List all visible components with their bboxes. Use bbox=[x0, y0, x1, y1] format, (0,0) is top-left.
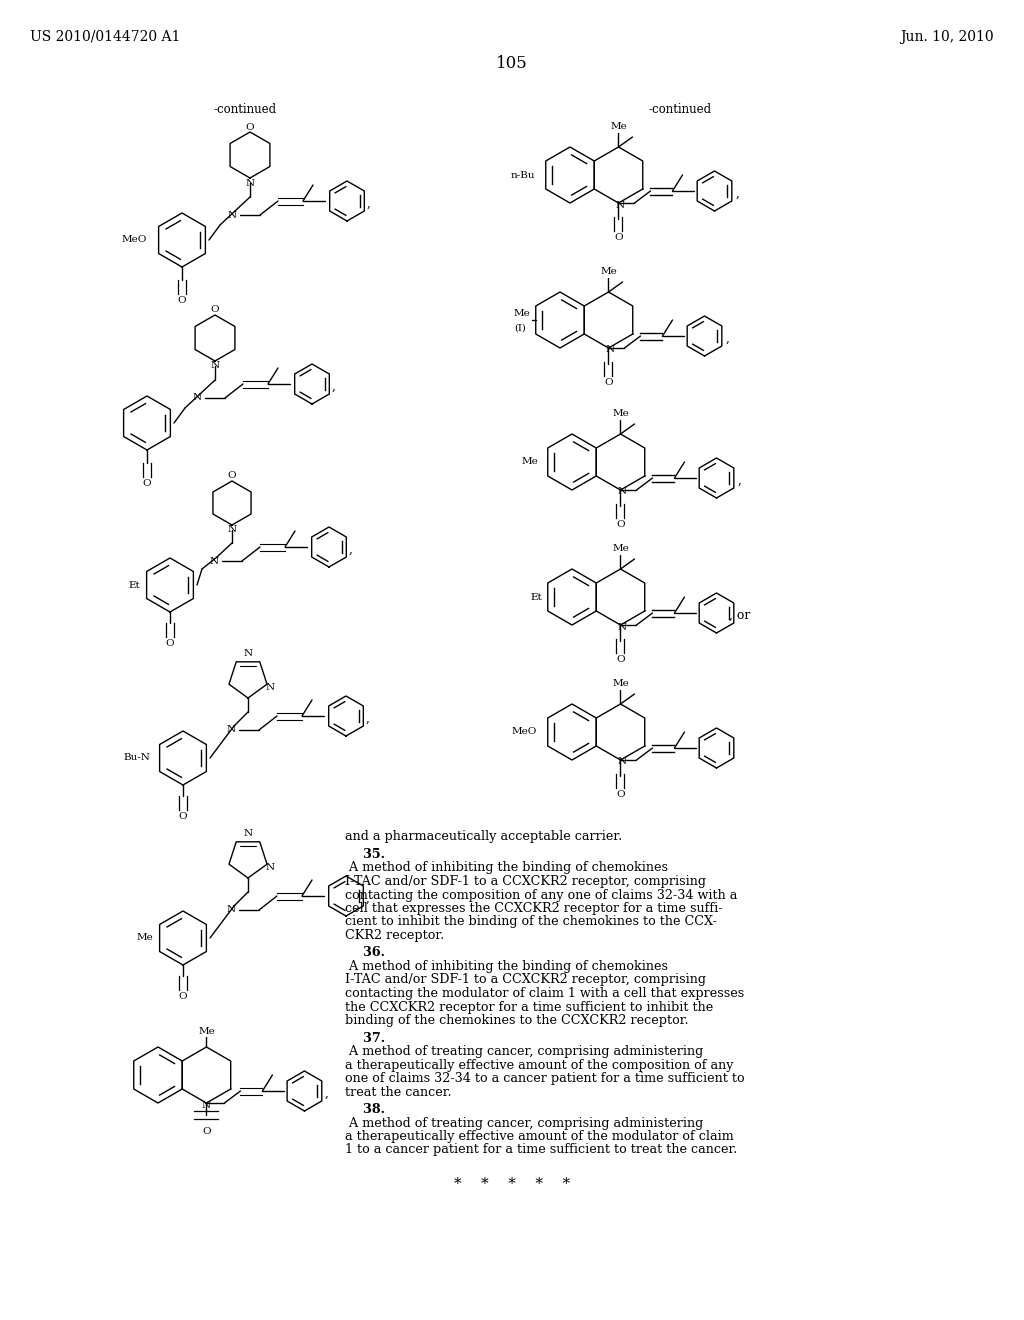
Text: O: O bbox=[227, 471, 237, 480]
Text: ,: , bbox=[737, 474, 741, 487]
Text: ,: , bbox=[735, 186, 739, 199]
Text: I-TAC and/or SDF-1 to a CCXCKR2 receptor, comprising: I-TAC and/or SDF-1 to a CCXCKR2 receptor… bbox=[345, 875, 706, 888]
Text: cient to inhibit the binding of the chemokines to the CCX-: cient to inhibit the binding of the chem… bbox=[345, 916, 717, 928]
Text: N: N bbox=[211, 362, 219, 371]
Text: -continued: -continued bbox=[648, 103, 712, 116]
Text: 38.: 38. bbox=[345, 1104, 385, 1115]
Text: Me: Me bbox=[612, 409, 629, 418]
Text: O: O bbox=[202, 1127, 211, 1137]
Text: ,: , bbox=[366, 711, 370, 725]
Text: A method of treating cancer, comprising administering: A method of treating cancer, comprising … bbox=[345, 1045, 703, 1059]
Text: ,: , bbox=[332, 380, 336, 392]
Text: O: O bbox=[616, 789, 625, 799]
Text: O: O bbox=[178, 812, 187, 821]
Text: binding of the chemokines to the CCXCKR2 receptor.: binding of the chemokines to the CCXCKR2… bbox=[345, 1014, 688, 1027]
Text: Jun. 10, 2010: Jun. 10, 2010 bbox=[900, 30, 994, 44]
Text: -continued: -continued bbox=[213, 103, 276, 116]
Text: O: O bbox=[211, 305, 219, 314]
Text: Me: Me bbox=[521, 458, 538, 466]
Text: N: N bbox=[266, 684, 275, 693]
Text: N: N bbox=[193, 393, 202, 403]
Text: Me: Me bbox=[610, 121, 627, 131]
Text: N: N bbox=[246, 178, 255, 187]
Text: ,: , bbox=[349, 543, 353, 556]
Text: O: O bbox=[616, 520, 625, 529]
Text: O: O bbox=[178, 296, 186, 305]
Text: N: N bbox=[244, 649, 253, 659]
Text: 36.: 36. bbox=[345, 946, 385, 960]
Text: contacting the composition of any one of claims 32-34 with a: contacting the composition of any one of… bbox=[345, 888, 737, 902]
Text: 1 to a cancer patient for a time sufficient to treat the cancer.: 1 to a cancer patient for a time suffici… bbox=[345, 1143, 737, 1156]
Text: O: O bbox=[166, 639, 174, 648]
Text: A method of inhibiting the binding of chemokines: A method of inhibiting the binding of ch… bbox=[345, 960, 668, 973]
Text: O: O bbox=[246, 123, 254, 132]
Text: , or: , or bbox=[729, 609, 751, 622]
Text: N: N bbox=[226, 726, 236, 734]
Text: N: N bbox=[617, 758, 627, 767]
Text: N: N bbox=[615, 201, 625, 210]
Text: Et: Et bbox=[128, 581, 140, 590]
Text: O: O bbox=[614, 234, 623, 242]
Text: O: O bbox=[616, 655, 625, 664]
Text: 105: 105 bbox=[496, 55, 528, 73]
Text: N: N bbox=[617, 487, 627, 496]
Text: 37.: 37. bbox=[345, 1031, 385, 1044]
Text: A method of inhibiting the binding of chemokines: A method of inhibiting the binding of ch… bbox=[345, 862, 668, 874]
Text: Me: Me bbox=[198, 1027, 215, 1035]
Text: N: N bbox=[606, 346, 615, 355]
Text: the CCXCKR2 receptor for a time sufficient to inhibit the: the CCXCKR2 receptor for a time sufficie… bbox=[345, 1001, 714, 1014]
Text: ,: , bbox=[366, 891, 370, 904]
Text: N: N bbox=[266, 863, 275, 873]
Text: 35.: 35. bbox=[345, 847, 385, 861]
Text: N: N bbox=[210, 557, 218, 565]
Text: *    *    *    *    *: * * * * * bbox=[454, 1177, 570, 1191]
Text: Bu-N: Bu-N bbox=[123, 754, 150, 763]
Text: O: O bbox=[604, 378, 612, 387]
Text: O: O bbox=[142, 479, 152, 488]
Text: N: N bbox=[617, 623, 627, 631]
Text: Me: Me bbox=[513, 309, 530, 318]
Text: N: N bbox=[202, 1101, 211, 1110]
Text: and a pharmaceutically acceptable carrier.: and a pharmaceutically acceptable carrie… bbox=[345, 830, 623, 843]
Text: a therapeutically effective amount of the modulator of claim: a therapeutically effective amount of th… bbox=[345, 1130, 734, 1143]
Text: Me: Me bbox=[612, 544, 629, 553]
Text: MeO: MeO bbox=[122, 235, 147, 244]
Text: A method of treating cancer, comprising administering: A method of treating cancer, comprising … bbox=[345, 1117, 703, 1130]
Text: ,: , bbox=[325, 1086, 329, 1100]
Text: a therapeutically effective amount of the composition of any: a therapeutically effective amount of th… bbox=[345, 1059, 733, 1072]
Text: contacting the modulator of claim 1 with a cell that expresses: contacting the modulator of claim 1 with… bbox=[345, 987, 744, 1001]
Text: Me: Me bbox=[612, 678, 629, 688]
Text: N: N bbox=[244, 829, 253, 838]
Text: Me: Me bbox=[600, 267, 616, 276]
Text: N: N bbox=[227, 525, 237, 535]
Text: Me: Me bbox=[136, 933, 153, 942]
Text: I-TAC and/or SDF-1 to a CCXCKR2 receptor, comprising: I-TAC and/or SDF-1 to a CCXCKR2 receptor… bbox=[345, 974, 706, 986]
Text: ,: , bbox=[367, 197, 371, 210]
Text: ,: , bbox=[726, 331, 729, 345]
Text: O: O bbox=[178, 993, 187, 1001]
Text: n-Bu: n-Bu bbox=[511, 170, 535, 180]
Text: N: N bbox=[227, 210, 237, 219]
Text: treat the cancer.: treat the cancer. bbox=[345, 1085, 452, 1098]
Text: (I): (I) bbox=[514, 323, 526, 333]
Text: Et: Et bbox=[530, 593, 542, 602]
Text: MeO: MeO bbox=[512, 727, 537, 737]
Text: N: N bbox=[226, 906, 236, 915]
Text: US 2010/0144720 A1: US 2010/0144720 A1 bbox=[30, 30, 180, 44]
Text: CKR2 receptor.: CKR2 receptor. bbox=[345, 929, 444, 942]
Text: cell that expresses the CCXCKR2 receptor for a time suffi-: cell that expresses the CCXCKR2 receptor… bbox=[345, 902, 723, 915]
Text: one of claims 32-34 to a cancer patient for a time sufficient to: one of claims 32-34 to a cancer patient … bbox=[345, 1072, 744, 1085]
